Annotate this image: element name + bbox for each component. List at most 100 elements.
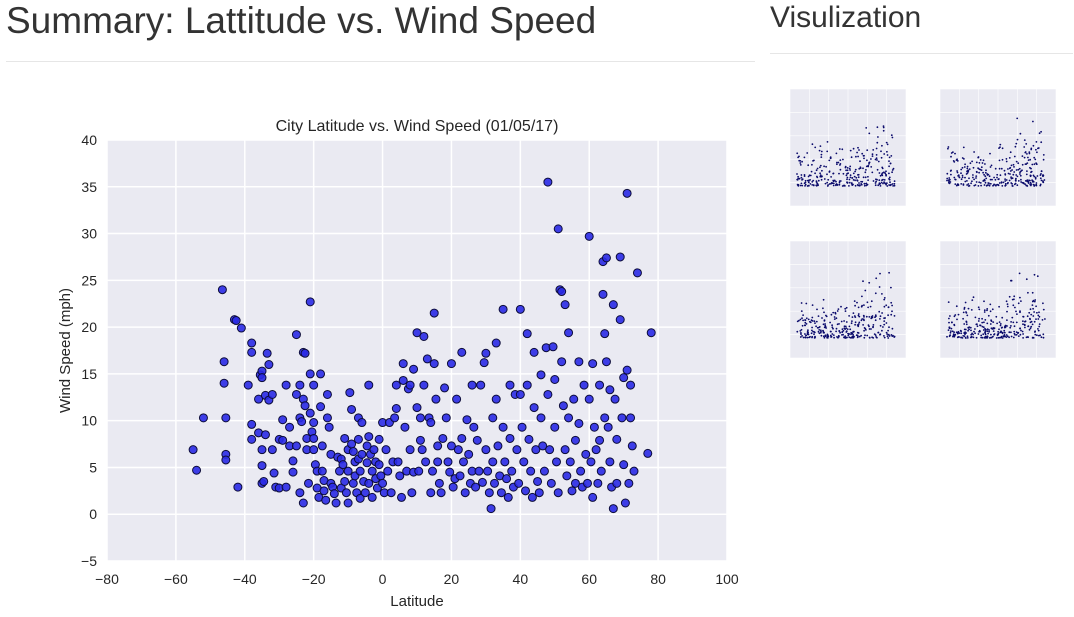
thumbnail-point bbox=[993, 327, 996, 330]
thumbnail-point bbox=[862, 154, 865, 157]
thumbnail-point bbox=[811, 320, 814, 322]
data-point bbox=[564, 328, 574, 338]
thumbnail-point bbox=[885, 170, 887, 173]
thumbnail-point bbox=[1033, 311, 1035, 313]
thumbnail-point bbox=[1023, 323, 1026, 326]
thumbnail-chart-1[interactable] bbox=[775, 80, 913, 220]
thumbnail-point bbox=[1035, 184, 1038, 187]
thumbnail-point bbox=[831, 333, 834, 335]
thumbnail-point bbox=[816, 167, 819, 170]
thumbnail-point bbox=[874, 314, 877, 317]
thumbnail-chart-2[interactable] bbox=[925, 80, 1063, 220]
thumbnail-chart-3[interactable] bbox=[775, 232, 913, 372]
data-point bbox=[322, 389, 332, 399]
thumbnail-point bbox=[979, 182, 982, 184]
thumbnail-point bbox=[947, 146, 950, 148]
data-point bbox=[446, 359, 456, 369]
thumbnail-point bbox=[849, 176, 852, 179]
thumbnail-point bbox=[1011, 298, 1014, 301]
data-point bbox=[583, 478, 592, 488]
data-point bbox=[545, 445, 555, 455]
data-point bbox=[405, 380, 415, 390]
thumbnail-point bbox=[844, 310, 847, 312]
x-tick-label: −60 bbox=[164, 571, 188, 587]
thumbnail-point bbox=[851, 336, 853, 339]
thumbnail-point bbox=[860, 334, 862, 337]
thumbnail-point bbox=[838, 181, 841, 184]
thumbnail-chart-4[interactable] bbox=[925, 232, 1063, 372]
thumbnail-point bbox=[838, 183, 841, 186]
thumbnail-point bbox=[955, 331, 958, 334]
thumbnail-point bbox=[984, 171, 987, 174]
thumbnail-point bbox=[886, 185, 889, 187]
thumbnail-point bbox=[863, 316, 865, 318]
thumbnail-point bbox=[983, 309, 986, 312]
thumbnail-point bbox=[850, 322, 853, 325]
thumbnail-point bbox=[1000, 182, 1003, 184]
thumbnail-point bbox=[961, 166, 964, 169]
thumbnail-point bbox=[891, 304, 893, 307]
y-tick-label: −5 bbox=[81, 553, 97, 569]
data-point bbox=[483, 466, 493, 476]
thumbnail-point bbox=[1015, 310, 1017, 313]
data-point bbox=[364, 478, 374, 488]
data-point bbox=[579, 380, 589, 390]
thumbnail-point bbox=[804, 321, 807, 324]
thumbnail-point bbox=[1033, 184, 1036, 187]
thumbnail-point bbox=[837, 336, 839, 339]
thumbnail-point bbox=[848, 178, 851, 181]
x-tick-label: −20 bbox=[302, 571, 326, 587]
data-point bbox=[469, 422, 479, 432]
data-point bbox=[405, 445, 415, 455]
thumbnail-point bbox=[962, 146, 965, 149]
thumbnail-point bbox=[872, 324, 875, 326]
thumbnail-point bbox=[960, 178, 963, 181]
data-point bbox=[426, 488, 436, 498]
thumbnail-point bbox=[1028, 311, 1031, 314]
data-point bbox=[574, 357, 584, 367]
thumbnail-point bbox=[964, 332, 966, 335]
thumbnail-point bbox=[876, 336, 878, 339]
thumbnail-point bbox=[989, 166, 992, 168]
data-point bbox=[247, 338, 257, 348]
thumbnail-point bbox=[861, 318, 864, 320]
data-point bbox=[462, 415, 472, 425]
thumbnail-point bbox=[978, 308, 981, 311]
data-point bbox=[543, 389, 553, 399]
thumbnail-grid bbox=[939, 88, 1057, 207]
thumbnail-point bbox=[954, 333, 957, 336]
data-point bbox=[598, 289, 608, 299]
data-point bbox=[605, 457, 615, 467]
thumbnail-point bbox=[1020, 181, 1022, 183]
thumbnail-point bbox=[946, 335, 948, 338]
data-point bbox=[615, 252, 625, 262]
thumbnail-point bbox=[976, 171, 978, 174]
thumbnail-point bbox=[872, 325, 874, 328]
thumbnail-point bbox=[1038, 325, 1041, 328]
data-point bbox=[595, 380, 605, 390]
thumbnail-point bbox=[803, 156, 806, 159]
thumbnail-point bbox=[1008, 157, 1011, 159]
data-point bbox=[247, 347, 257, 357]
thumbnail-point bbox=[850, 156, 853, 159]
thumbnail-point bbox=[965, 337, 967, 339]
thumbnail-point bbox=[819, 145, 822, 147]
data-point bbox=[596, 466, 606, 476]
thumbnail-point bbox=[1033, 320, 1036, 323]
thumbnail-point bbox=[883, 335, 885, 337]
data-point bbox=[570, 478, 580, 488]
data-point bbox=[340, 476, 350, 486]
thumbnail-point bbox=[805, 317, 808, 320]
thumbnail-point bbox=[804, 179, 807, 182]
thumbnail-point bbox=[830, 182, 832, 185]
data-point bbox=[393, 457, 403, 467]
thumbnail-point bbox=[812, 160, 814, 162]
data-point bbox=[257, 373, 267, 383]
data-point bbox=[622, 365, 632, 375]
data-point bbox=[519, 457, 529, 467]
data-point bbox=[428, 466, 437, 476]
thumbnail-point bbox=[844, 166, 847, 169]
thumbnail-point bbox=[878, 172, 881, 174]
thumbnail-point bbox=[862, 176, 865, 179]
thumbnail-point bbox=[1042, 158, 1045, 161]
